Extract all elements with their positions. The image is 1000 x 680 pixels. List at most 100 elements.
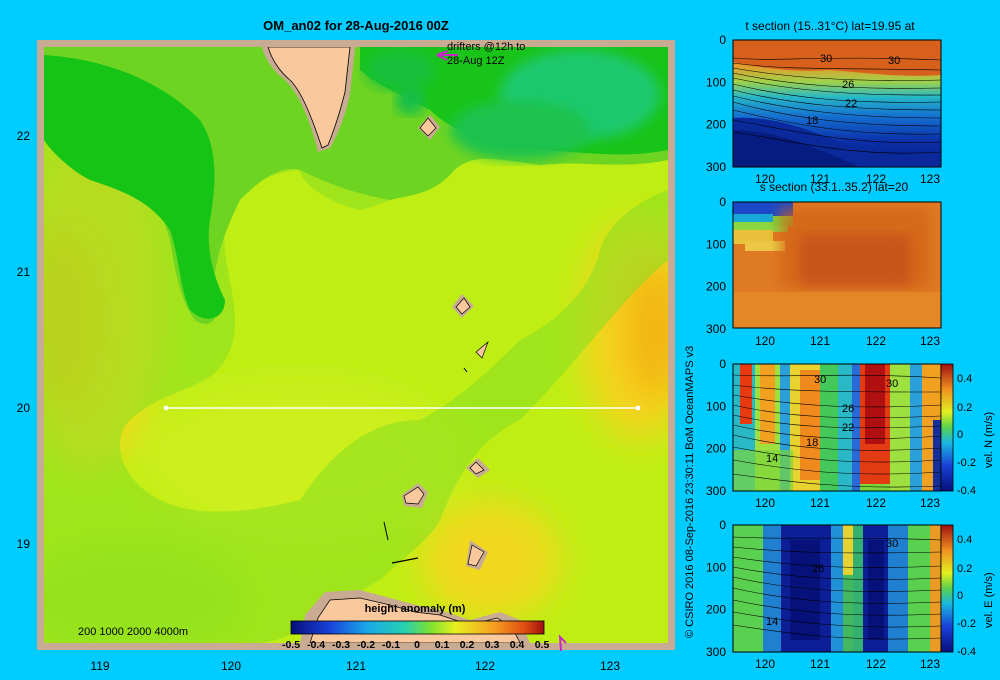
map-y-tick: 21 xyxy=(17,265,31,279)
contour-label: 30 xyxy=(886,538,898,550)
velocity-colorbar xyxy=(940,363,954,492)
contour-label: 18 xyxy=(806,115,818,127)
credit-text: © CSIRO 2016 08-Sep-2016 23:30:11 BoM Oc… xyxy=(684,346,696,638)
height-colorbar: height anomaly (m) -0.5 -0.4 -0.3 -0.2 -… xyxy=(282,603,549,651)
section-depth-tick: 300 xyxy=(706,160,726,174)
map-x-tick: 122 xyxy=(475,659,495,673)
contour-label: 22 xyxy=(845,98,857,110)
velocity-colorbar-tick: 0.2 xyxy=(957,563,972,575)
section-lon-tick: 121 xyxy=(810,657,830,671)
section-line xyxy=(163,405,641,411)
map-x-tick: 119 xyxy=(90,659,109,673)
section-depth-tick: 200 xyxy=(706,603,726,617)
colorbar-tick: -0.3 xyxy=(332,639,350,651)
velocity-colorbar-tick: 0 xyxy=(957,429,963,441)
section-depth-tick: 100 xyxy=(706,560,726,574)
section-depth-tick: 0 xyxy=(719,357,726,371)
temperature-section-panel: t section (15..31°C) lat=19.95 at xyxy=(732,19,942,168)
section-depth-tick: 0 xyxy=(719,33,726,47)
panel-title: t section (15..31°C) lat=19.95 at xyxy=(745,19,915,33)
section-lon-tick: 120 xyxy=(755,657,775,671)
velocity-colorbar-tick: -0.2 xyxy=(957,618,976,630)
section-lon-tick: 123 xyxy=(920,172,940,186)
velocity-colorbar-tick: -0.4 xyxy=(957,485,976,497)
velocity-colorbar-tick: 0 xyxy=(957,590,963,602)
height-anomaly-field xyxy=(44,47,668,643)
drifter-note-line2: 28-Aug 12Z xyxy=(447,55,505,67)
map-x-axis: 119 120 121 122 123 xyxy=(90,659,620,673)
section-depth-tick: 300 xyxy=(706,645,726,659)
velocity-colorbar-tick: -0.2 xyxy=(957,457,976,469)
contour-label: 30 xyxy=(820,53,832,65)
contour-label: 30 xyxy=(886,378,898,390)
contour-label: 18 xyxy=(806,437,818,449)
drifter-arrow-icon xyxy=(436,50,458,61)
section-lon-tick: 122 xyxy=(866,334,886,348)
section-lon-tick: 120 xyxy=(755,334,775,348)
contour-label: 26 xyxy=(812,563,824,575)
section-lon-tick: 123 xyxy=(920,334,940,348)
drifter-note-line1: drifters @12h to xyxy=(447,41,525,53)
map-x-tick: 121 xyxy=(346,659,366,673)
section-depth-tick: 300 xyxy=(706,322,726,336)
velocity-colorbar-tick: 0.4 xyxy=(957,373,972,385)
drifter-arrow-icon xyxy=(558,634,567,652)
velocity-colorbar-label: vel. E (m/s) xyxy=(983,572,995,628)
colorbar-tick: 0 xyxy=(414,639,420,651)
section-depth-tick: 0 xyxy=(719,195,726,209)
colorbar-tick: -0.5 xyxy=(282,639,300,651)
colorbar-tick: 0.2 xyxy=(460,639,475,651)
velocity-colorbar xyxy=(940,524,954,653)
section-depth-tick: 200 xyxy=(706,118,726,132)
map-y-tick: 22 xyxy=(17,129,31,143)
section-depth-tick: 300 xyxy=(706,484,726,498)
velocity-colorbar-tick: -0.4 xyxy=(957,646,976,658)
map-x-tick: 123 xyxy=(600,659,620,673)
section-depth-tick: 200 xyxy=(706,442,726,456)
contour-label: 26 xyxy=(842,403,854,415)
section-lon-tick: 122 xyxy=(866,657,886,671)
contour-label: 26 xyxy=(842,79,854,91)
section-lon-tick: 121 xyxy=(810,496,830,510)
section-depth-tick: 0 xyxy=(719,518,726,532)
section-lon-tick: 123 xyxy=(920,657,940,671)
colorbar-tick: -0.4 xyxy=(307,639,325,651)
salinity-section-panel: s section (33.1..35.2) lat=20 xyxy=(732,180,942,329)
colorbar-tick: -0.2 xyxy=(357,639,375,651)
section-depth-tick: 100 xyxy=(706,75,726,89)
section-lon-tick: 123 xyxy=(920,496,940,510)
velocity-colorbar-label: vel. N (m/s) xyxy=(983,412,995,468)
colorbar-bar xyxy=(290,620,545,635)
section-lon-tick: 122 xyxy=(866,496,886,510)
velocity-east-section-panel: 30 26 14 0.4 0.2 0 -0.2 -0.4 vel. E (m/s… xyxy=(732,524,995,658)
panel-title: s section (33.1..35.2) lat=20 xyxy=(760,180,909,194)
colorbar-tick: -0.1 xyxy=(382,639,400,651)
section-lon-tick: 120 xyxy=(755,496,775,510)
section-depth-tick: 200 xyxy=(706,280,726,294)
section-depth-tick: 100 xyxy=(706,399,726,413)
map-y-axis: 22 21 20 19 xyxy=(17,129,31,551)
velocity-colorbar-tick: 0.2 xyxy=(957,402,972,414)
section-lon-tick: 120 xyxy=(755,172,775,186)
contour-label: 14 xyxy=(766,453,778,465)
colorbar-tick: 0.3 xyxy=(485,639,500,651)
section-depth-tick: 100 xyxy=(706,237,726,251)
velocity-north-section-panel: 30 30 26 22 18 14 0.4 0.2 0 -0.2 -0.4 ve… xyxy=(732,363,995,497)
map-y-tick: 20 xyxy=(17,401,31,415)
contour-label: 22 xyxy=(842,422,854,434)
contour-label: 30 xyxy=(814,374,826,386)
section-lon-tick: 122 xyxy=(866,172,886,186)
map-x-tick: 120 xyxy=(221,659,241,673)
section-lon-tick: 121 xyxy=(810,172,830,186)
colorbar-tick: 0.5 xyxy=(535,639,550,651)
colorbar-title: height anomaly (m) xyxy=(365,603,466,615)
map-y-tick: 19 xyxy=(17,537,31,551)
colorbar-tick: 0.1 xyxy=(435,639,450,651)
depth-legend: 200 1000 2000 4000m xyxy=(78,626,188,638)
contour-label: 14 xyxy=(766,616,778,628)
velocity-colorbar-tick: 0.4 xyxy=(957,534,972,546)
map-title: OM_an02 for 28-Aug-2016 00Z xyxy=(263,18,449,33)
contour-label: 30 xyxy=(888,55,900,67)
